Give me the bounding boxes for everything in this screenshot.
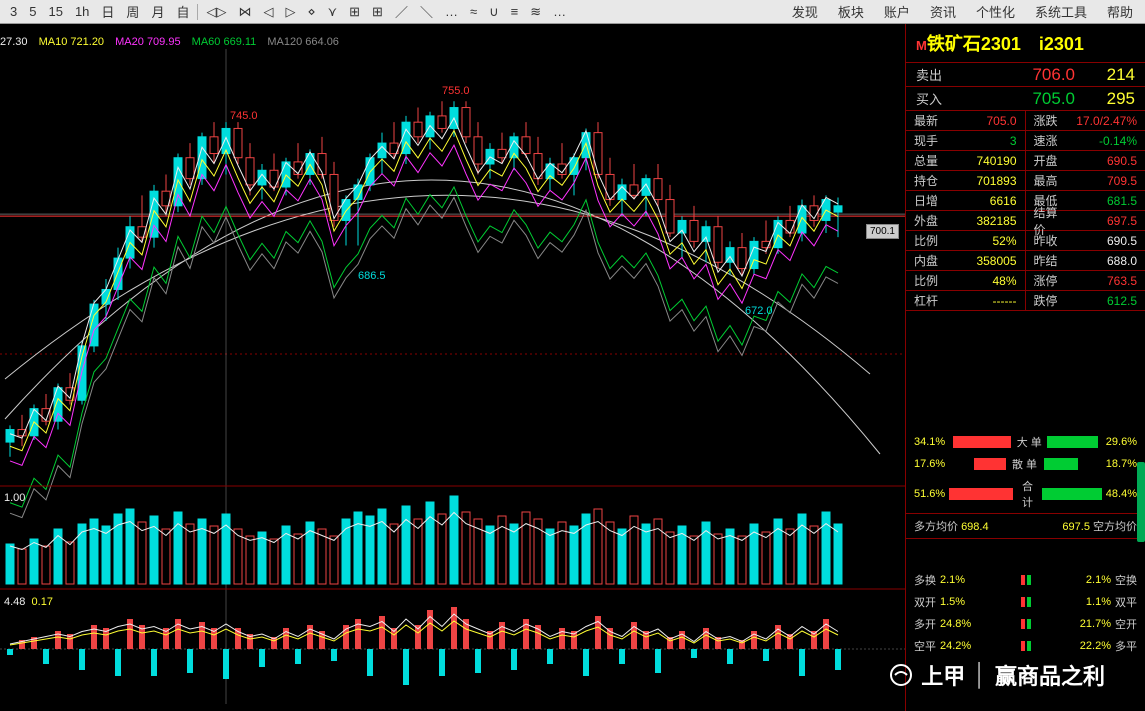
stat-多开: 多开 24.8%21.7% 空开 xyxy=(906,613,1145,635)
quote-速涨: 速涨-0.14% xyxy=(1026,131,1145,151)
avg-price-row: 多方均价 698.4 697.5 空方均价 xyxy=(906,513,1145,539)
quote-涨停: 涨停763.5 xyxy=(1026,271,1145,291)
quote-日增: 日增6616 xyxy=(906,191,1026,211)
tool-icon-4[interactable]: ⋄ xyxy=(301,2,321,22)
macd-legend: 4.48 0.17 xyxy=(4,596,53,608)
quote-总量: 总量740190 xyxy=(906,151,1026,171)
ma5-label: 27.30 xyxy=(0,36,28,48)
tool-icon-9[interactable]: ＼ xyxy=(414,0,439,23)
timeframe-月[interactable]: 月 xyxy=(145,0,170,23)
menu-资讯[interactable]: 资讯 xyxy=(922,0,964,23)
side-panel: M铁矿石2301i2301 卖出 706.0 214 买入 705.0 295 … xyxy=(905,24,1145,711)
menu-系统工具[interactable]: 系统工具 xyxy=(1027,0,1095,23)
menu-个性化[interactable]: 个性化 xyxy=(968,0,1023,23)
tool-icon-10[interactable]: … xyxy=(439,2,464,21)
flow-散 单: 17.6%散 单18.7% xyxy=(906,453,1145,475)
timeframe-3[interactable]: 3 xyxy=(4,2,23,21)
menu-板块[interactable]: 板块 xyxy=(830,0,872,23)
tool-icon-5[interactable]: ⋎ xyxy=(322,2,344,22)
position-stats: 多换 2.1%2.1% 空换双开 1.5%1.1% 双平多开 24.8%21.7… xyxy=(906,569,1145,657)
tool-icon-0[interactable]: ◁▷ xyxy=(200,2,232,22)
watermark: 上甲 │ 赢商品之利 xyxy=(889,659,1105,691)
menu-发现[interactable]: 发现 xyxy=(784,0,826,23)
timeframe-5[interactable]: 5 xyxy=(23,2,42,21)
quote-开盘: 开盘690.5 xyxy=(1026,151,1145,171)
price-label: 700.1 xyxy=(866,224,899,239)
tool-icon-7[interactable]: ⊞ xyxy=(366,2,389,22)
quote-持仓: 持仓701893 xyxy=(906,171,1026,191)
instrument-title: M铁矿石2301i2301 xyxy=(906,24,1145,63)
quote-最高: 最高709.5 xyxy=(1026,171,1145,191)
candlestick-chart[interactable]: 745.0 755.0 686.5 672.0 xyxy=(0,24,905,711)
stat-空平: 空平 24.2%22.2% 多平 xyxy=(906,635,1145,657)
quote-外盘: 外盘382185 xyxy=(906,211,1026,231)
tool-icon-8[interactable]: ／ xyxy=(389,0,414,23)
buy-row[interactable]: 买入 705.0 295 xyxy=(906,87,1145,111)
quote-比例: 比例48% xyxy=(906,271,1026,291)
ma-legend: 27.30 MA10 721.20 MA20 709.95 MA60 669.1… xyxy=(0,36,347,48)
chart-area[interactable]: 27.30 MA10 721.20 MA20 709.95 MA60 669.1… xyxy=(0,24,905,711)
quote-grid: 最新705.0涨跌17.0/2.47%现手3速涨-0.14%总量740190开盘… xyxy=(906,111,1145,311)
quote-昨结: 昨结688.0 xyxy=(1026,251,1145,271)
tool-icon-13[interactable]: ≡ xyxy=(505,2,525,21)
timeframe-周[interactable]: 周 xyxy=(120,0,145,23)
scrollbar-indicator[interactable] xyxy=(1137,462,1145,542)
svg-text:686.5: 686.5 xyxy=(358,270,386,282)
quote-现手: 现手3 xyxy=(906,131,1026,151)
order-flow: 34.1%大 单29.6%17.6%散 单18.7%51.6%合 计48.4% xyxy=(906,431,1145,513)
stat-双开: 双开 1.5%1.1% 双平 xyxy=(906,591,1145,613)
tool-icon-6[interactable]: ⊞ xyxy=(343,2,366,22)
ma20-label: MA20 709.95 xyxy=(115,36,180,48)
tool-icon-1[interactable]: ⋈ xyxy=(232,2,257,22)
tool-icon-14[interactable]: ≋ xyxy=(524,2,547,22)
timeframe-自[interactable]: 自 xyxy=(170,0,195,23)
timeframe-1h[interactable]: 1h xyxy=(69,2,95,21)
volume-ratio: 1.00 xyxy=(4,492,25,504)
tool-icon-2[interactable]: ◁ xyxy=(257,2,279,22)
quote-杠杆: 杠杆------ xyxy=(906,291,1026,311)
ma60-label: MA60 669.11 xyxy=(192,36,257,48)
tool-icon-3[interactable]: ▷ xyxy=(279,2,301,22)
quote-跌停: 跌停612.5 xyxy=(1026,291,1145,311)
flow-合 计: 51.6%合 计48.4% xyxy=(906,475,1145,513)
svg-text:672.0: 672.0 xyxy=(745,305,773,317)
ma120-label: MA120 664.06 xyxy=(267,36,339,48)
tool-icon-12[interactable]: ∪ xyxy=(483,2,505,22)
watermark-icon xyxy=(889,663,913,687)
menu-账户[interactable]: 账户 xyxy=(876,0,918,23)
flow-大 单: 34.1%大 单29.6% xyxy=(906,431,1145,453)
quote-内盘: 内盘358005 xyxy=(906,251,1026,271)
timeframe-15[interactable]: 15 xyxy=(42,2,68,21)
tool-icon-15[interactable]: … xyxy=(547,2,572,21)
svg-text:745.0: 745.0 xyxy=(230,110,258,122)
quote-涨跌: 涨跌17.0/2.47% xyxy=(1026,111,1145,131)
ma10-label: MA10 721.20 xyxy=(39,36,104,48)
quote-最新: 最新705.0 xyxy=(906,111,1026,131)
quote-比例: 比例52% xyxy=(906,231,1026,251)
stat-多换: 多换 2.1%2.1% 空换 xyxy=(906,569,1145,591)
sell-row[interactable]: 卖出 706.0 214 xyxy=(906,63,1145,87)
quote-结算价: 结算价697.5 xyxy=(1026,211,1145,231)
toolbar: 35151h日周月自◁▷⋈◁▷⋄⋎⊞⊞／＼…≈∪≡≋… 发现板块账户资讯个性化系… xyxy=(0,0,1145,24)
timeframe-日[interactable]: 日 xyxy=(95,0,120,23)
svg-text:755.0: 755.0 xyxy=(442,85,470,97)
menu-帮助[interactable]: 帮助 xyxy=(1099,0,1141,23)
quote-昨收: 昨收690.5 xyxy=(1026,231,1145,251)
tool-icon-11[interactable]: ≈ xyxy=(464,2,483,21)
